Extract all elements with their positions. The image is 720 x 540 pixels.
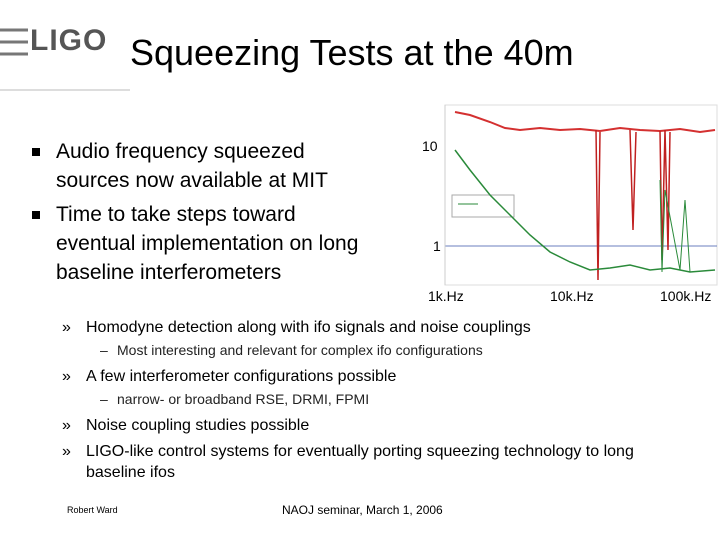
sub-item: – Most interesting and relevant for compl…	[100, 342, 483, 358]
item-text: A few interferometer configurations poss…	[86, 368, 397, 385]
x-label: 10k.Hz	[550, 288, 594, 304]
item: » LIGO-like control systems for eventuall…	[62, 441, 682, 483]
bullet: Audio frequency squeezed sources now ava…	[32, 137, 376, 195]
marker: »	[62, 319, 71, 336]
sub-text: Most interesting and relevant for comple…	[117, 342, 483, 358]
y-label: 10	[422, 138, 438, 154]
item: » Homodyne detection along with ifo signa…	[62, 317, 682, 338]
marker: »	[62, 443, 71, 460]
x-label: 1k.Hz	[428, 288, 464, 304]
item: » Noise coupling studies possible	[62, 415, 682, 436]
marker: –	[100, 391, 108, 407]
marker: »	[62, 417, 71, 434]
footer-event: NAOJ seminar, March 1, 2006	[282, 503, 443, 517]
bullet: Time to take steps toward eventual imple…	[32, 200, 376, 287]
x-label: 100k.Hz	[660, 288, 712, 304]
slide-title: Squeezing Tests at the 40m	[130, 32, 574, 73]
marker: –	[100, 342, 108, 358]
sub-text: narrow- or broadband RSE, DRMI, FPMI	[117, 391, 370, 407]
item: » A few interferometer configurations pos…	[62, 366, 682, 387]
sub-item: – narrow- or broadband RSE, DRMI, FPMI	[100, 391, 369, 407]
bullet-text: Audio frequency squeezed sources now ava…	[56, 140, 328, 192]
marker: »	[62, 368, 71, 385]
item-text: Homodyne detection along with ifo signal…	[86, 319, 531, 336]
y-label: 1	[433, 238, 441, 254]
item-text: LIGO-like control systems for eventually…	[86, 443, 634, 481]
bullet-text: Time to take steps toward eventual imple…	[56, 203, 359, 284]
logo: LIGO	[30, 24, 108, 57]
footer-author: Robert Ward	[67, 505, 118, 515]
item-text: Noise coupling studies possible	[86, 417, 310, 434]
